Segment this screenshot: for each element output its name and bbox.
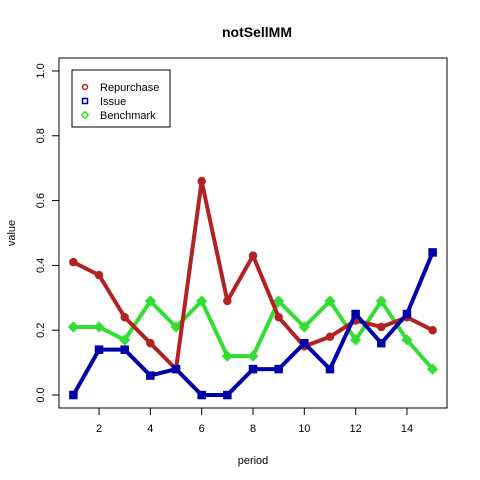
y-tick-label: 0.2 [35,323,47,338]
data-point-repurchase [94,270,104,280]
data-point-benchmark [427,363,439,375]
data-point-benchmark [119,334,131,346]
data-point-issue [248,364,258,374]
data-point-benchmark [401,334,413,346]
x-tick-label: 6 [199,423,205,435]
y-axis-label: value [6,220,18,246]
data-point-issue [69,390,78,400]
data-point-benchmark [221,350,233,362]
y-tick-label: 0.4 [35,258,47,273]
data-point-repurchase [197,176,206,186]
x-tick-label: 10 [298,423,310,435]
x-axis-label: period [238,455,269,467]
data-point-benchmark [324,295,336,307]
data-point-benchmark [93,321,105,333]
legend: Repurchase Issue Benchmark [71,69,171,128]
data-point-benchmark [170,321,182,333]
data-point-benchmark [196,295,208,307]
legend-marker-benchmark [80,110,90,120]
chart-title: notSellMM [222,24,292,40]
data-point-issue [223,390,232,400]
y-tick-label: 0.8 [35,128,47,143]
legend-label-repurchase: Repurchase [100,82,159,94]
data-point-repurchase [248,251,258,260]
legend-box [71,69,171,128]
data-point-issue [146,371,155,380]
data-point-issue [428,248,437,257]
data-point-benchmark [298,321,310,333]
x-tick-label: 4 [147,423,153,435]
y-tick-label: 0.6 [35,193,47,208]
data-point-issue [325,364,335,374]
x-tick-label: 8 [250,423,256,435]
x-tick-label: 12 [350,423,362,435]
data-point-issue [171,364,181,374]
legend-label-issue: Issue [100,96,126,108]
data-point-issue [197,390,206,400]
data-point-issue [274,364,283,374]
data-point-repurchase [325,332,335,341]
series-layer [67,176,439,400]
data-point-issue [94,345,104,354]
data-point-issue [300,338,309,348]
data-point-benchmark [247,350,259,362]
legend-marker-repurchase [81,83,89,91]
x-tick-label: 14 [401,423,413,435]
series-issue [69,248,437,400]
data-point-repurchase [146,338,155,348]
data-point-issue [377,338,386,348]
data-point-repurchase [223,296,232,306]
data-point-benchmark [144,295,156,307]
data-point-repurchase [69,257,78,267]
y-tick-label: 0.0 [35,387,47,402]
data-point-repurchase [120,313,129,322]
data-point-benchmark [67,321,79,333]
x-tick-label: 2 [96,423,102,435]
data-point-issue [351,309,360,319]
y-tick-label: 1.0 [35,63,47,78]
data-point-issue [402,309,412,319]
legend-marker-issue [81,97,89,105]
data-point-issue [120,345,129,354]
data-point-benchmark [273,295,285,307]
data-point-benchmark [350,334,362,346]
data-point-repurchase [377,322,386,332]
data-point-benchmark [375,295,387,307]
data-point-repurchase [428,325,437,335]
data-point-repurchase [274,313,283,322]
x-axis: 2 4 6 8 10 12 14 [96,407,413,435]
y-axis: 0.0 0.2 0.4 0.6 0.8 1.0 [35,63,60,403]
legend-label-benchmark: Benchmark [100,110,156,122]
